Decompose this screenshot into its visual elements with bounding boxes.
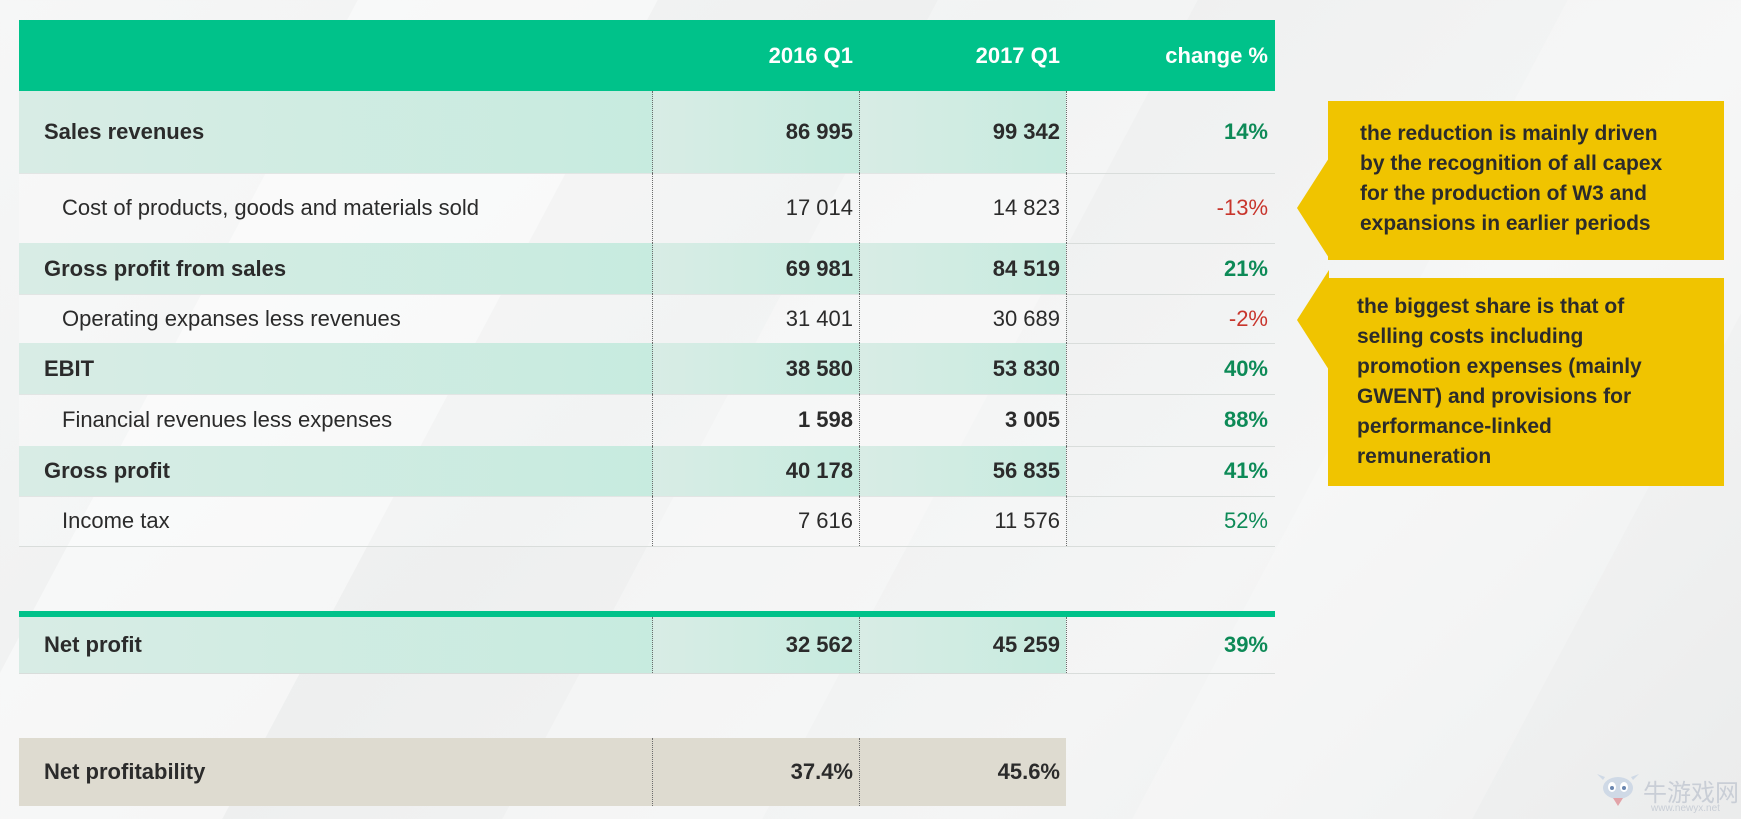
callout-line: remuneration — [1357, 445, 1492, 468]
table-row-financial-revenues: Financial revenues less expenses 1 598 3… — [19, 394, 1275, 447]
callout-line: promotion expenses (mainly — [1357, 355, 1642, 378]
table-row-cost-of-products: Cost of products, goods and materials so… — [19, 173, 1275, 244]
row-label: EBIT — [19, 343, 652, 394]
change-value: -2% — [1066, 294, 1275, 343]
value-2017: 11 576 — [859, 496, 1066, 546]
change-value: 52% — [1066, 496, 1275, 546]
callout-line: by the recognition of all capex — [1360, 152, 1663, 175]
net-profit-divider — [19, 611, 1275, 617]
callout-line: the reduction is mainly driven — [1360, 122, 1658, 145]
row-label: Net profit — [19, 617, 652, 673]
value-2017: 45 259 — [859, 617, 1066, 673]
change-value: 14% — [1066, 91, 1275, 173]
value-2016: 37.4% — [652, 738, 859, 806]
row-label: Operating expanses less revenues — [19, 294, 652, 343]
callout-capex-note: the reduction is mainly driven by the re… — [1328, 101, 1724, 260]
value-2016: 17 014 — [652, 173, 859, 243]
table-row-sales-revenues: Sales revenues 86 995 99 342 14% — [19, 91, 1275, 174]
change-value: 88% — [1066, 394, 1275, 446]
value-2016: 7 616 — [652, 496, 859, 546]
watermark-text: 牛游戏网 — [1643, 778, 1739, 807]
callout-line: expansions in earlier periods — [1360, 212, 1651, 235]
header-label-cell — [19, 20, 652, 91]
callout-line: GWENT) and provisions for — [1357, 385, 1632, 408]
table-row-gross-profit-from-sales: Gross profit from sales 69 981 84 519 21… — [19, 243, 1275, 295]
row-label: Net profitability — [19, 738, 652, 806]
callout-arrow — [1297, 270, 1329, 370]
row-label: Gross profit from sales — [19, 243, 652, 294]
change-value: 40% — [1066, 343, 1275, 394]
callout-line: selling costs including — [1357, 325, 1584, 348]
change-value: 41% — [1066, 446, 1275, 496]
value-2017: 84 519 — [859, 243, 1066, 294]
callout-line: performance-linked — [1357, 415, 1552, 438]
value-2016: 32 562 — [652, 617, 859, 673]
callout-line: the biggest share is that of — [1357, 295, 1625, 318]
row-label: Cost of products, goods and materials so… — [19, 173, 652, 243]
table-row-ebit: EBIT 38 580 53 830 40% — [19, 343, 1275, 395]
watermark: 牛游戏网 — [1595, 772, 1739, 808]
value-2016: 31 401 — [652, 294, 859, 343]
value-2016: 86 995 — [652, 91, 859, 173]
table-header-row: 2016 Q1 2017 Q1 change % — [19, 20, 1275, 91]
callout-line: for the production of W3 and — [1360, 182, 1647, 205]
value-2017: 99 342 — [859, 91, 1066, 173]
value-2017: 53 830 — [859, 343, 1066, 394]
value-2017: 30 689 — [859, 294, 1066, 343]
row-label: Financial revenues less expenses — [19, 394, 652, 446]
watermark-url: www.newyx.net — [1651, 803, 1720, 814]
value-2016: 1 598 — [652, 394, 859, 446]
mascot-logo-icon — [1595, 772, 1641, 808]
value-2017: 45.6% — [859, 738, 1066, 806]
row-label: Income tax — [19, 496, 652, 546]
value-2017: 3 005 — [859, 394, 1066, 446]
row-label: Gross profit — [19, 446, 652, 496]
callout-arrow — [1297, 158, 1329, 258]
change-value: 39% — [1066, 617, 1275, 673]
callout-selling-costs-note: the biggest share is that of selling cos… — [1328, 278, 1724, 486]
value-2016: 40 178 — [652, 446, 859, 496]
header-change-percent: change % — [1165, 42, 1268, 68]
value-2016: 69 981 — [652, 243, 859, 294]
row-label: Sales revenues — [19, 91, 652, 173]
value-2017: 14 823 — [859, 173, 1066, 243]
table-row-income-tax: Income tax 7 616 11 576 52% — [19, 496, 1275, 547]
header-2016-q1: 2016 Q1 — [768, 42, 853, 68]
header-2017-q1: 2017 Q1 — [975, 42, 1060, 68]
change-value: 21% — [1066, 243, 1275, 294]
table-row-operating-expanses: Operating expanses less revenues 31 401 … — [19, 294, 1275, 344]
change-value: -13% — [1066, 173, 1275, 243]
table-row-net-profit: Net profit 32 562 45 259 39% — [19, 617, 1275, 674]
table-row-net-profitability: Net profitability 37.4% 45.6% — [19, 738, 1067, 806]
value-2017: 56 835 — [859, 446, 1066, 496]
table-row-gross-profit: Gross profit 40 178 56 835 41% — [19, 446, 1275, 497]
value-2016: 38 580 — [652, 343, 859, 394]
